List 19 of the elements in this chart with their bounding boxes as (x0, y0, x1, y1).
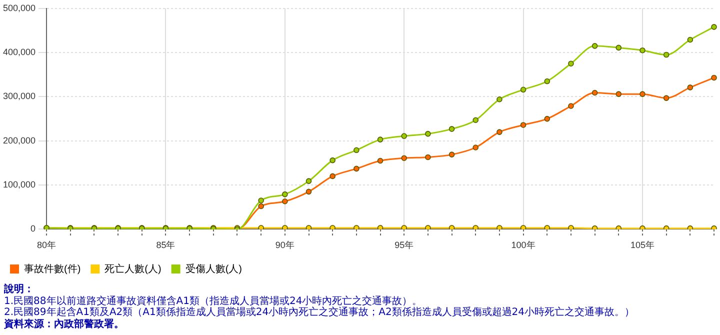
y-tick-label: 500,000 (2, 2, 36, 13)
legend-label: 受傷人數(人) (185, 262, 242, 275)
y-tick-label: 400,000 (2, 47, 36, 58)
x-tick-label: 100年 (511, 240, 536, 250)
y-tick-label: 0 (30, 224, 36, 234)
legend-label: 死亡人數(人) (104, 262, 162, 275)
y-tick-label: 100,000 (2, 180, 36, 190)
x-tick-label: 105年 (630, 240, 654, 250)
x-tick-label: 80年 (37, 240, 56, 250)
x-tick-label: 95年 (394, 240, 414, 250)
source-note: 資料來源：內政部警政署。 (4, 318, 125, 330)
x-tick-label: 90年 (275, 240, 294, 250)
x-tick-label: 85年 (156, 240, 176, 250)
text: 2.民國89年起含A1類及A2類（A1類係指造成人員當場或24小時內死亡之交通事故；A2類係指造成人員受傷或超過24小時死亡之交通事故。） (4, 307, 636, 318)
y-tick-label: 300,000 (2, 91, 36, 102)
legend-label: 事故件數(件) (24, 262, 81, 275)
y-tick-label: 200,000 (2, 135, 36, 146)
text: 說明： (4, 284, 35, 296)
text: 1.民國88年以前道路交通事故資料僅含A1類（指造成人員當場或24小時內死亡之交通事故）。 (4, 296, 424, 306)
